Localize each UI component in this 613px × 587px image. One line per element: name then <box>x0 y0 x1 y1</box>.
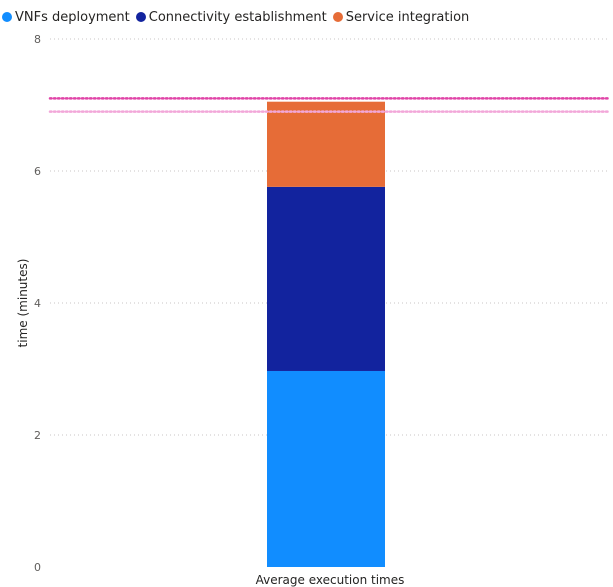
bar-segment <box>267 370 385 567</box>
legend-item[interactable]: Connectivity establishment <box>135 9 327 25</box>
y-tick-label: 2 <box>34 429 41 442</box>
bar-segment <box>267 101 385 187</box>
y-tick-label: 8 <box>34 33 41 46</box>
legend-marker-icon <box>135 12 146 22</box>
legend-item[interactable]: Service integration <box>332 9 470 25</box>
legend-marker-icon <box>2 12 12 22</box>
legend-label: Service integration <box>345 9 470 25</box>
y-tick-label: 4 <box>34 297 41 310</box>
bar-segment <box>267 186 385 371</box>
legend-label: VNFs deployment <box>15 9 130 25</box>
legend-item[interactable]: VNFs deployment <box>2 10 130 25</box>
x-axis-title: Average execution times <box>256 573 405 587</box>
legend-label: Connectivity establishment <box>148 9 327 25</box>
y-tick-label: 0 <box>34 561 41 574</box>
y-axis-title: time (minutes) <box>16 259 30 348</box>
legend-marker-icon <box>332 12 343 22</box>
y-tick-label: 6 <box>34 165 41 178</box>
chart-legend: VNFs deployment Connectivity establishmen… <box>2 8 475 26</box>
